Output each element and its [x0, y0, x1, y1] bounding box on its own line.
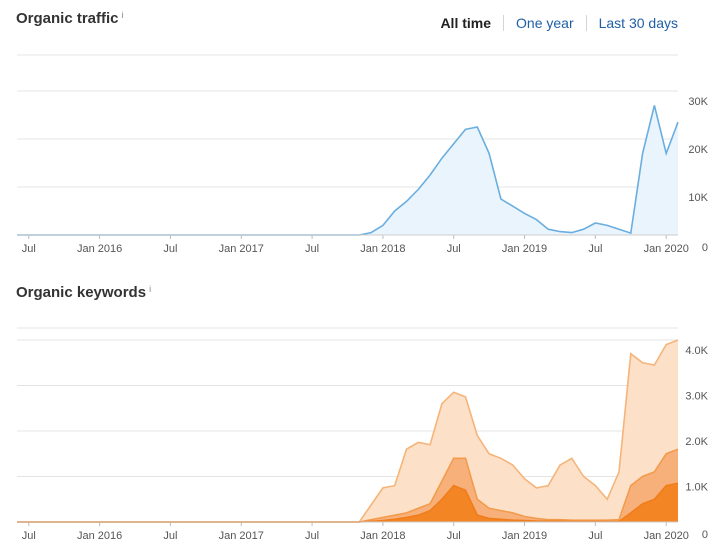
y-tick-label: 2.0K — [685, 436, 708, 448]
x-tick-label: Jan 2020 — [644, 530, 689, 542]
traffic-title: Organic traffic i — [16, 10, 124, 27]
tab-all-time[interactable]: All time — [440, 15, 492, 31]
y-tick-label: 20K — [688, 144, 708, 156]
traffic-title-text: Organic traffic — [16, 10, 119, 27]
keywords-title-text: Organic keywords — [16, 284, 147, 301]
x-tick-label: Jan 2017 — [219, 530, 264, 542]
x-tick-label: Jul — [22, 530, 36, 542]
x-tick-label: Jan 2019 — [502, 530, 547, 542]
time-range-tabs: All time One year Last 30 days — [428, 14, 690, 32]
series-area-0 — [17, 105, 678, 236]
info-icon[interactable]: i — [121, 10, 124, 20]
series-area-0 — [17, 340, 678, 522]
tab-divider — [503, 15, 505, 31]
organic-keywords-chart: 4.0K 3.0K 2.0K 1.0K 0 Jul Jan 2016 Jul Jan 2017 J… — [17, 327, 709, 542]
y-tick-label: 4.0K — [685, 345, 708, 357]
tab-divider — [585, 15, 587, 31]
x-tick-label: Jan 2017 — [219, 243, 264, 255]
x-tick-label: Jan 2018 — [360, 243, 405, 255]
x-tick-label: Jul — [163, 530, 177, 542]
series-line-1 — [17, 448, 679, 523]
y-tick-label: 3.0K — [685, 391, 708, 403]
tab-one-year[interactable]: One year — [516, 15, 574, 31]
tab-last-30-days[interactable]: Last 30 days — [598, 15, 678, 31]
y-tick-label: 0 — [702, 242, 708, 254]
x-tick-label: Jul — [588, 243, 602, 255]
series-line-0 — [17, 105, 679, 236]
x-tick-label: Jan 2019 — [502, 243, 547, 255]
y-tick-label: 0 — [702, 529, 708, 541]
x-tick-label: Jan 2016 — [77, 530, 122, 542]
y-tick-label: 30K — [688, 96, 708, 108]
x-tick-label: Jan 2018 — [360, 530, 405, 542]
x-tick-label: Jul — [305, 530, 319, 542]
x-tick-label: Jan 2016 — [77, 243, 122, 255]
keywords-title: Organic keywords i — [16, 284, 151, 301]
x-tick-label: Jul — [305, 243, 319, 255]
x-tick-label: Jul — [447, 243, 461, 255]
x-tick-label: Jul — [163, 243, 177, 255]
x-tick-label: Jul — [447, 530, 461, 542]
x-tick-label: Jan 2020 — [644, 243, 689, 255]
series-line-0 — [17, 339, 679, 523]
y-tick-label: 1.0K — [685, 482, 708, 494]
info-icon[interactable]: i — [149, 284, 152, 294]
x-tick-label: Jul — [22, 243, 36, 255]
x-tick-label: Jul — [588, 530, 602, 542]
y-tick-label: 10K — [688, 192, 708, 204]
organic-traffic-chart: 30K 20K 10K 0 Jul Jan 2016 Jul Jan 2017 Jul Jan 2… — [17, 54, 709, 255]
series-line-2 — [17, 482, 679, 523]
